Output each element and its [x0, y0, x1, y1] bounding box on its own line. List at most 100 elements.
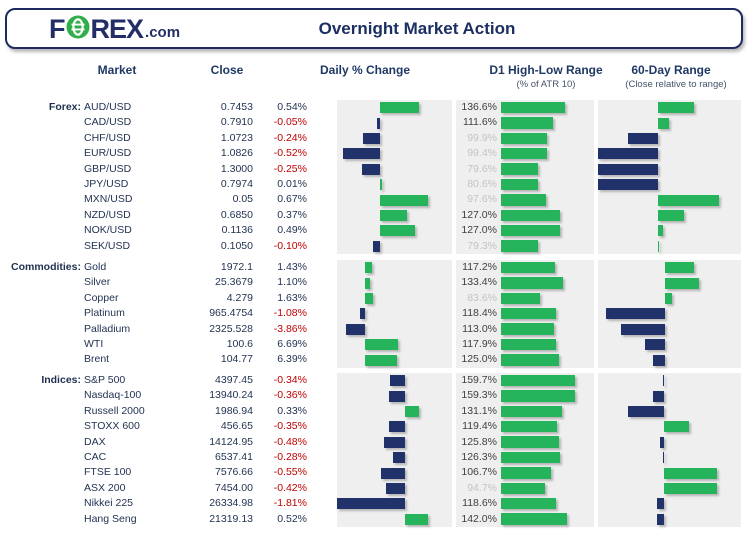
- d1-range-bar: [501, 338, 556, 351]
- range60-bar: [627, 406, 665, 417]
- close-value: 1972.1: [220, 261, 253, 273]
- daily-change-bar: [359, 308, 365, 320]
- change-value: 0.01%: [277, 178, 307, 190]
- d1-range-bar: [501, 132, 548, 144]
- close-value: 0.7974: [220, 178, 253, 190]
- range60-bar: [598, 148, 658, 160]
- change-value: 1.63%: [277, 291, 307, 304]
- change-value: 0.67%: [277, 193, 307, 206]
- column-header-60day-range: 60-Day Range: [631, 63, 711, 77]
- close-value: 25.3679: [215, 276, 253, 289]
- section-label: Commodities:: [10, 261, 81, 273]
- logo-letters-rex: REX: [90, 13, 145, 44]
- change-value: -0.48%: [273, 435, 307, 448]
- range60-panel: [598, 260, 741, 368]
- close-value: 7454.00: [215, 481, 253, 494]
- range60-bar: [620, 323, 666, 335]
- d1-range-value: 117.2%: [462, 261, 497, 273]
- market-label: GBP/USD: [84, 162, 132, 175]
- market-label: SEK/USD: [84, 239, 131, 252]
- market-label: CAD/USD: [84, 116, 132, 129]
- close-value: 104.77: [220, 353, 253, 366]
- d1-range-bar: [501, 117, 553, 129]
- report-header: F REX .com Overnight Market Action: [5, 8, 743, 49]
- range60-bar: [664, 421, 689, 433]
- change-value: -0.42%: [273, 481, 307, 494]
- close-value: 1.3000: [220, 162, 253, 175]
- close-value: 21319.13: [209, 512, 253, 525]
- market-label: Russell 2000: [84, 404, 145, 417]
- d1-range-bar: [501, 323, 554, 335]
- close-value: 4397.45: [215, 374, 253, 386]
- range60-bar: [657, 194, 720, 206]
- close-value: 7576.66: [215, 466, 253, 479]
- d1-range-value: 113.0%: [462, 322, 497, 335]
- daily-change-bar: [364, 293, 373, 304]
- change-value: -0.05%: [273, 116, 307, 129]
- daily-change-bar: [345, 323, 365, 335]
- change-value: -0.52%: [273, 147, 307, 160]
- daily-change-panel: [337, 260, 452, 368]
- d1-range-value: 125.0%: [461, 353, 497, 366]
- d1-range-bar: [501, 467, 551, 479]
- d1-range-value: 136.6%: [461, 101, 497, 113]
- daily-change-bar: [364, 277, 371, 289]
- section-label: Forex:: [48, 101, 81, 113]
- market-label: DAX: [84, 435, 106, 448]
- change-value: 6.69%: [277, 338, 307, 350]
- d1-range-value: 127.0%: [461, 224, 497, 237]
- close-value: 2325.528: [209, 322, 253, 335]
- close-value: 13940.24: [209, 389, 253, 402]
- d1-range-bar: [501, 405, 562, 417]
- daily-change-panel: [337, 373, 452, 527]
- d1-range-bar: [501, 374, 576, 387]
- market-label: Hang Seng: [84, 512, 137, 525]
- d1-range-bar: [501, 209, 561, 221]
- d1-range-bar: [501, 277, 564, 289]
- d1-range-bar: [501, 354, 560, 366]
- change-value: -0.28%: [273, 451, 307, 463]
- d1-range-panel: 159.7% 159.3% 131.1% 119.4% 125.8% 126.3% 106.…: [456, 373, 594, 527]
- d1-range-value: 106.7%: [461, 466, 497, 479]
- daily-change-bar: [380, 194, 429, 206]
- d1-range-bar: [501, 292, 540, 304]
- close-value: 0.7910: [220, 116, 253, 129]
- range60-bar: [665, 277, 700, 289]
- d1-range-bar: [501, 194, 547, 206]
- daily-change-bar: [362, 133, 381, 144]
- d1-range-bar: [501, 420, 557, 433]
- logo-suffix: .com: [145, 23, 181, 41]
- range60-bar: [657, 240, 660, 252]
- range60-bar: [598, 163, 658, 175]
- range60-bar: [656, 498, 665, 510]
- close-value: 0.1050: [220, 239, 253, 252]
- daily-change-bar: [404, 513, 428, 525]
- change-value: 0.37%: [277, 208, 307, 221]
- change-value: -0.34%: [273, 374, 307, 386]
- daily-change-bar: [383, 436, 405, 448]
- d1-range-value: 118.6%: [462, 497, 497, 510]
- close-value: 965.4754: [209, 307, 253, 320]
- change-value: -0.24%: [273, 131, 307, 144]
- daily-change-bar: [389, 421, 405, 433]
- market-label: Nasdaq-100: [84, 389, 142, 402]
- range60-bar: [627, 133, 658, 144]
- change-value: -0.10%: [273, 239, 307, 252]
- d1-range-bar: [501, 224, 561, 237]
- change-value: 0.52%: [277, 512, 307, 525]
- change-value: -0.25%: [273, 162, 307, 175]
- d1-range-bar: [501, 261, 556, 274]
- d1-range-value: 117.9%: [462, 338, 497, 350]
- d1-range-panel: 117.2% 133.4% 83.6% 118.4% 113.0% 117.9% 125.0…: [456, 260, 594, 368]
- market-label: FTSE 100: [84, 466, 132, 479]
- close-value: 100.6: [226, 338, 253, 350]
- range60-bar: [656, 513, 665, 525]
- market-label: AUD/USD: [84, 101, 132, 113]
- section-commodities: 117.2% 133.4% 83.6% 118.4% 113.0% 117.9% 125.0…: [0, 260, 749, 368]
- range60-bar: [652, 390, 665, 402]
- market-label: Palladium: [84, 322, 131, 335]
- d1-range-value: 99.9%: [467, 131, 497, 144]
- d1-range-bar: [501, 451, 560, 464]
- range60-bar: [606, 308, 666, 320]
- d1-range-bar: [501, 240, 538, 252]
